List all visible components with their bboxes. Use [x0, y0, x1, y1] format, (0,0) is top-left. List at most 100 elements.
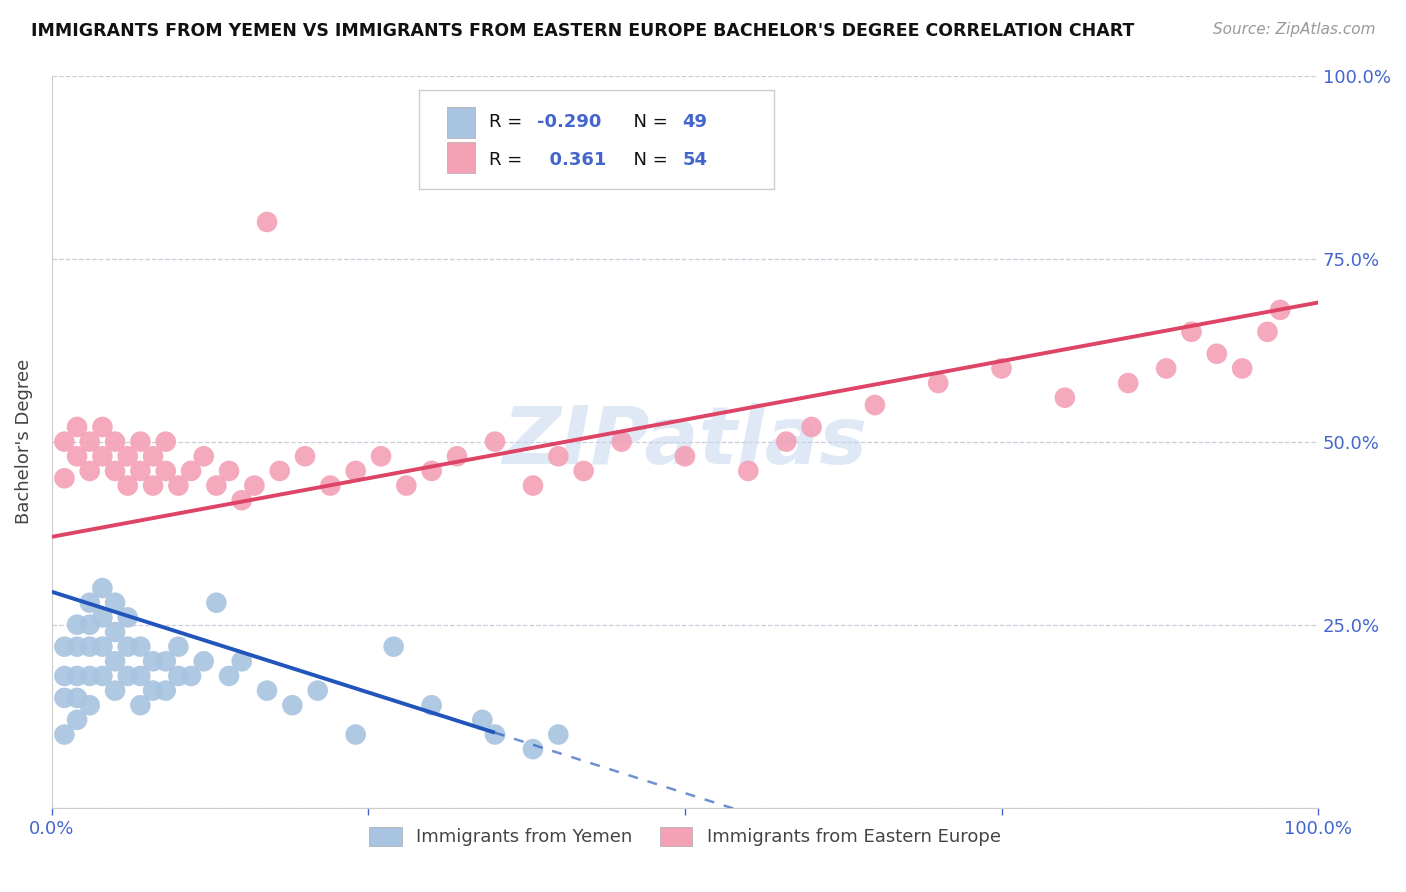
Point — [256, 683, 278, 698]
Point — [91, 610, 114, 624]
Point — [420, 698, 443, 713]
Point — [344, 727, 367, 741]
Point — [167, 669, 190, 683]
Point — [142, 450, 165, 464]
Legend: Immigrants from Yemen, Immigrants from Eastern Europe: Immigrants from Yemen, Immigrants from E… — [363, 820, 1008, 854]
Text: 49: 49 — [682, 112, 707, 130]
Point — [129, 698, 152, 713]
Point — [395, 478, 418, 492]
Point — [256, 215, 278, 229]
Point — [205, 478, 228, 492]
Point — [91, 450, 114, 464]
Point — [167, 640, 190, 654]
Point — [66, 450, 89, 464]
Point — [117, 450, 139, 464]
Point — [1180, 325, 1202, 339]
Point — [610, 434, 633, 449]
Point — [484, 434, 506, 449]
Point — [484, 727, 506, 741]
Point — [319, 478, 342, 492]
Point — [129, 640, 152, 654]
Point — [91, 640, 114, 654]
Point — [1053, 391, 1076, 405]
Text: N =: N = — [621, 112, 673, 130]
Y-axis label: Bachelor's Degree: Bachelor's Degree — [15, 359, 32, 524]
Point — [180, 669, 202, 683]
Text: Source: ZipAtlas.com: Source: ZipAtlas.com — [1212, 22, 1375, 37]
Point — [269, 464, 291, 478]
FancyBboxPatch shape — [419, 90, 773, 189]
Point — [863, 398, 886, 412]
FancyBboxPatch shape — [447, 142, 475, 173]
Point — [800, 420, 823, 434]
Point — [117, 610, 139, 624]
Point — [91, 581, 114, 595]
Point — [79, 669, 101, 683]
Point — [382, 640, 405, 654]
Text: ZIPatlas: ZIPatlas — [502, 402, 868, 481]
Point — [180, 464, 202, 478]
Point — [53, 690, 76, 705]
Point — [129, 669, 152, 683]
Point — [193, 450, 215, 464]
Point — [155, 654, 177, 668]
Point — [420, 464, 443, 478]
Point — [79, 640, 101, 654]
Point — [673, 450, 696, 464]
Point — [218, 464, 240, 478]
Point — [167, 478, 190, 492]
Point — [522, 742, 544, 756]
Point — [79, 434, 101, 449]
Point — [572, 464, 595, 478]
Point — [193, 654, 215, 668]
Point — [927, 376, 949, 390]
Point — [990, 361, 1012, 376]
Point — [142, 478, 165, 492]
Point — [53, 640, 76, 654]
Point — [775, 434, 797, 449]
Text: 54: 54 — [682, 151, 707, 169]
Point — [547, 727, 569, 741]
Point — [205, 596, 228, 610]
Point — [117, 478, 139, 492]
Point — [142, 683, 165, 698]
Point — [1205, 347, 1227, 361]
Point — [104, 434, 127, 449]
Text: -0.290: -0.290 — [537, 112, 602, 130]
Point — [91, 669, 114, 683]
Point — [155, 434, 177, 449]
Point — [104, 683, 127, 698]
Point — [104, 654, 127, 668]
Point — [344, 464, 367, 478]
Point — [104, 596, 127, 610]
Point — [1256, 325, 1278, 339]
Point — [129, 464, 152, 478]
Point — [155, 464, 177, 478]
Point — [53, 471, 76, 485]
Text: N =: N = — [621, 151, 673, 169]
Point — [1268, 302, 1291, 317]
Point — [79, 617, 101, 632]
Text: IMMIGRANTS FROM YEMEN VS IMMIGRANTS FROM EASTERN EUROPE BACHELOR'S DEGREE CORREL: IMMIGRANTS FROM YEMEN VS IMMIGRANTS FROM… — [31, 22, 1135, 40]
Point — [155, 683, 177, 698]
Point — [370, 450, 392, 464]
Point — [66, 690, 89, 705]
Point — [522, 478, 544, 492]
Point — [104, 464, 127, 478]
Point — [66, 669, 89, 683]
Point — [91, 420, 114, 434]
Point — [1230, 361, 1253, 376]
Text: R =: R = — [489, 151, 527, 169]
Point — [117, 640, 139, 654]
Point — [281, 698, 304, 713]
Point — [66, 420, 89, 434]
Point — [737, 464, 759, 478]
Point — [294, 450, 316, 464]
Point — [1154, 361, 1177, 376]
Point — [231, 493, 253, 508]
Point — [142, 654, 165, 668]
Point — [66, 617, 89, 632]
Point — [307, 683, 329, 698]
Point — [79, 698, 101, 713]
Point — [66, 640, 89, 654]
